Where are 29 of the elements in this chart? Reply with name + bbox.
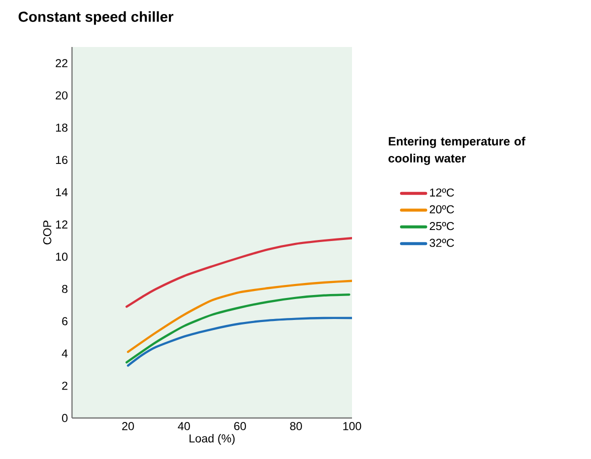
x-tick-label: 40 [178, 422, 190, 430]
x-axis-title: Load (%) [190, 434, 235, 445]
x-tick-label: 100 [343, 422, 362, 430]
y-tick-label: 2 [62, 382, 68, 390]
y-tick-label: 18 [56, 124, 68, 132]
line-series [126, 316, 352, 367]
y-axis-title: COP [43, 220, 52, 244]
y-tick-label: 10 [56, 252, 68, 261]
line-series [126, 237, 352, 308]
y-tick-label: 16 [56, 156, 68, 164]
x-tick-label: 20 [122, 422, 134, 430]
y-tick-label: 8 [62, 284, 68, 294]
y-tick-label: 22 [56, 59, 68, 68]
y-tick-label: 0 [62, 414, 68, 422]
x-tick-label: 60 [234, 422, 246, 430]
legend-title: Entering temperature of cooling water [388, 136, 526, 165]
legend-label: 12ºC [430, 188, 454, 197]
line-series [126, 280, 352, 353]
legend-label: 20ºC [430, 205, 454, 214]
y-tick-label: 4 [62, 350, 68, 358]
y-tick-label: 12 [56, 220, 68, 228]
y-tick-label: 20 [56, 91, 68, 100]
line-series [126, 294, 350, 364]
y-tick-label: 14 [56, 188, 68, 196]
y-tick-label: 6 [62, 317, 68, 326]
legend-label: 32ºC [430, 238, 454, 247]
chart-title: Constant speed chiller [18, 11, 174, 25]
x-tick-label: 80 [290, 422, 302, 430]
legend-label: 25ºC [430, 222, 454, 230]
